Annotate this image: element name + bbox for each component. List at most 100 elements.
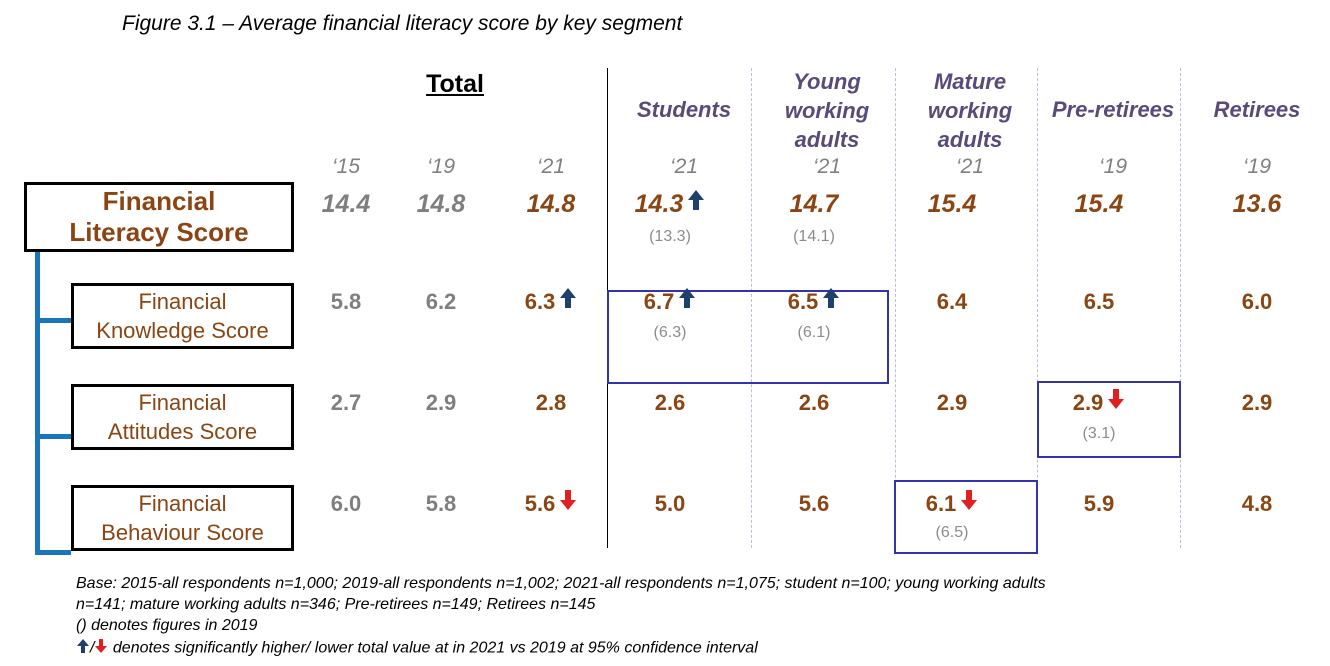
segment-header-mature: Mature working adults (898, 67, 1042, 154)
value-cell-fls-students: 14.3 (598, 189, 742, 219)
figure-title: Figure 3.1 – Average financial literacy … (122, 12, 683, 35)
value-cell-fls-ret: 13.6 (1185, 190, 1329, 219)
value-text: 2.7 (330, 390, 362, 415)
value-text: 15.4 (1074, 190, 1124, 218)
value-cell-knowledge-students: 6.7 (598, 287, 742, 315)
year-label: ‘21 (536, 155, 566, 178)
segment-header-young: Young working adults (755, 67, 899, 154)
value-cell-knowledge-t15: 5.8 (274, 289, 418, 315)
previous-value-behaviour-mature: (6.5) (935, 524, 969, 541)
previous-value-fls-students: (13.3) (649, 228, 691, 245)
value-text: 2.9 (936, 390, 968, 415)
value-cell-attitudes-young: 2.6 (742, 390, 886, 416)
previous-value-attitudes-preret: (3.1) (1082, 425, 1116, 442)
year-label: ‘21 (669, 155, 699, 178)
value-cell-knowledge-ret: 6.0 (1185, 289, 1329, 315)
value-cell-knowledge-t19: 6.2 (369, 289, 513, 315)
row-label-line: Literacy Score (69, 217, 249, 247)
row-label-behaviour-score: Financial Behaviour Score (71, 485, 294, 551)
value-cell-attitudes-t19: 2.9 (369, 390, 513, 416)
value-text: 6.5 (1083, 289, 1115, 314)
value-cell-fls-t15: 14.4 (274, 190, 418, 219)
value-text: 6.4 (936, 289, 968, 314)
segment-line: Mature (933, 69, 1007, 94)
row-label-line: Attitudes Score (107, 419, 258, 444)
value-text: 4.8 (1241, 491, 1273, 516)
bracket-connector (35, 318, 71, 323)
value-cell-behaviour-mature: 6.1 (880, 489, 1024, 517)
arrow-separator: / (90, 639, 95, 657)
value-text: 5.8 (425, 491, 457, 516)
arrow-down-icon (559, 489, 577, 517)
row-label-line: Behaviour Score (101, 520, 264, 545)
segment-line: adults (937, 127, 1003, 152)
value-cell-behaviour-t19: 5.8 (369, 491, 513, 517)
column-divider (1180, 68, 1181, 548)
value-text: 2.9 (1072, 390, 1104, 415)
row-label-line: Financial (102, 186, 216, 216)
value-cell-behaviour-preret: 5.9 (1027, 491, 1171, 517)
highlight-box-attitudes-preretirees (1037, 381, 1181, 458)
value-cell-fls-young: 14.7 (742, 190, 886, 219)
value-text: 14.8 (416, 190, 466, 218)
value-text: 5.6 (798, 491, 830, 516)
total-header: Total (426, 70, 484, 98)
highlight-box-behaviour-mature (894, 480, 1038, 554)
year-label: ‘19 (426, 155, 456, 178)
arrow-down-icon (960, 489, 978, 517)
bracket-vertical (35, 252, 40, 555)
row-label-line: Financial (138, 491, 227, 516)
value-text: 5.9 (1083, 491, 1115, 516)
segment-header-retirees: Retirees (1213, 97, 1301, 122)
footnote-significance: / denotes significantly higher/ lower to… (76, 638, 758, 659)
row-label-knowledge-score: Financial Knowledge Score (71, 283, 294, 349)
value-text: 5.6 (524, 491, 556, 516)
value-text: 15.4 (927, 190, 977, 218)
row-label-line: Financial (138, 289, 227, 314)
value-cell-attitudes-mature: 2.9 (880, 390, 1024, 416)
arrow-up-icon (678, 287, 696, 315)
value-text: 5.0 (654, 491, 686, 516)
value-cell-behaviour-t21: 5.6 (479, 489, 623, 517)
highlight-box-knowledge-students-young (607, 290, 889, 384)
segment-line: working (784, 98, 870, 123)
year-label: ‘19 (1242, 155, 1272, 178)
segment-line: Young (793, 69, 861, 94)
value-cell-behaviour-young: 5.6 (742, 491, 886, 517)
value-cell-attitudes-t15: 2.7 (274, 390, 418, 416)
value-cell-fls-preret: 15.4 (1027, 190, 1171, 219)
value-text: 6.3 (524, 289, 556, 314)
bracket-connector (35, 550, 71, 555)
value-text: 14.4 (321, 190, 371, 218)
value-cell-behaviour-t15: 6.0 (274, 491, 418, 517)
value-text: 2.9 (1241, 390, 1273, 415)
arrow-up-icon (822, 287, 840, 315)
footnote-base-2: n=141; mature working adults n=346; Pre-… (76, 596, 596, 613)
value-text: 5.8 (330, 289, 362, 314)
value-cell-knowledge-young: 6.5 (742, 287, 886, 315)
value-cell-fls-t21: 14.8 (479, 190, 623, 219)
value-cell-fls-mature: 15.4 (880, 190, 1024, 219)
value-cell-fls-t19: 14.8 (369, 190, 513, 219)
value-cell-knowledge-preret: 6.5 (1027, 289, 1171, 315)
footnote-base-1: Base: 2015-all respondents n=1,000; 2019… (76, 575, 1046, 592)
year-label: ‘21 (955, 155, 985, 178)
bracket-connector (35, 434, 71, 439)
value-text: 6.5 (787, 289, 819, 314)
value-cell-behaviour-students: 5.0 (598, 491, 742, 517)
arrow-up-icon (559, 287, 577, 315)
column-divider (895, 68, 896, 548)
segment-line: working (927, 98, 1013, 123)
arrow-up-icon (76, 638, 90, 659)
segment-header-students: Students (636, 97, 732, 122)
previous-value-knowledge-young: (6.1) (797, 324, 831, 341)
arrow-up-icon (687, 189, 705, 218)
arrow-down-icon (94, 638, 108, 659)
footnote-prev-figures: () denotes figures in 2019 (76, 617, 258, 634)
segment-header-preretirees: Pre-retirees (1051, 97, 1175, 122)
row-label-line: Knowledge Score (96, 318, 269, 343)
value-text: 14.3 (634, 190, 684, 218)
value-text: 13.6 (1232, 190, 1282, 218)
value-cell-attitudes-t21: 2.8 (479, 390, 623, 416)
value-text: 6.0 (1241, 289, 1273, 314)
